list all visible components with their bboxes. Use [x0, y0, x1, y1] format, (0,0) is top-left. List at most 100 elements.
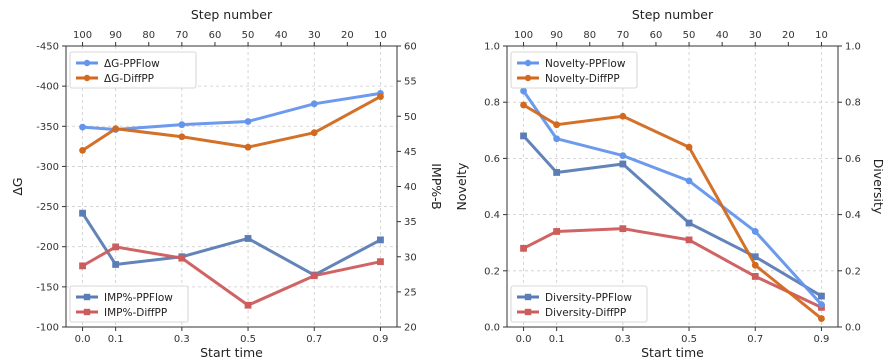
series-line — [522, 90, 823, 306]
legend-label: Novelty-DiffPP — [545, 73, 620, 85]
right-tick-label: 35 — [404, 217, 417, 228]
data-point — [310, 272, 318, 280]
series-Novelty-PPFlow — [520, 87, 825, 308]
data-point — [112, 243, 120, 251]
top-tick-label: 10 — [815, 30, 828, 41]
series-line — [81, 245, 381, 307]
data-point — [818, 301, 825, 308]
data-point — [685, 177, 693, 185]
left-axis-label: Novelty — [454, 162, 469, 210]
right-tick-label: 45 — [404, 147, 417, 158]
legend-label: IMP%-DiffPP — [104, 307, 167, 319]
top-tick-label: 50 — [242, 30, 255, 41]
data-point — [310, 100, 318, 108]
x-tick-label: 0.0 — [516, 334, 532, 345]
right-tick-label: 50 — [404, 112, 417, 123]
data-point — [377, 258, 384, 266]
series-IMP%-PPFlow — [79, 209, 384, 279]
top-tick-label: 80 — [142, 30, 155, 41]
right-axis-label: IMP%-B — [429, 163, 444, 210]
data-point — [685, 219, 693, 227]
legend-marker — [83, 59, 91, 67]
data-point — [244, 118, 252, 125]
legend-marker — [83, 293, 91, 301]
data-point — [178, 133, 186, 141]
data-point — [79, 262, 86, 270]
series-line — [81, 95, 382, 152]
left-tick-label: -150 — [36, 282, 59, 293]
legend-label: Diversity-DiffPP — [545, 307, 626, 319]
data-point — [818, 315, 825, 322]
series-Novelty-DiffPP — [520, 101, 825, 322]
data-point — [178, 121, 186, 129]
top-axis-label: Step number — [632, 7, 714, 22]
right-tick-label: 40 — [404, 182, 417, 193]
top-tick-label: 10 — [374, 30, 387, 41]
top-tick-label: 20 — [782, 30, 795, 41]
left-tick-label: -100 — [36, 323, 59, 334]
right-tick-label: 30 — [404, 252, 417, 263]
legend-label: Novelty-PPFlow — [545, 58, 626, 70]
series-IMP%-DiffPP — [79, 243, 384, 309]
data-point — [553, 121, 561, 129]
x-tick-label: 0.7 — [306, 334, 322, 345]
left-tick-label: -400 — [36, 82, 59, 93]
data-point — [619, 160, 627, 168]
top-tick-label: 60 — [650, 30, 663, 41]
data-point — [553, 228, 561, 235]
left-tick-label: -300 — [36, 162, 59, 173]
top-tick-label: 70 — [616, 30, 629, 41]
series-line — [522, 103, 823, 320]
data-point — [244, 301, 252, 309]
right-tick-label: 0.0 — [845, 323, 861, 334]
legend-frame — [510, 51, 638, 89]
legend-top: Novelty-PPFlow Novelty-DiffPP — [510, 51, 638, 89]
data-point — [520, 132, 527, 140]
top-tick-label: 70 — [175, 30, 188, 41]
data-point — [619, 152, 627, 159]
legend-bottom: IMP%-PPFlow IMP%-DiffPP — [69, 285, 189, 323]
top-tick-label: 80 — [583, 30, 596, 41]
chart-panel-2: 0.0 0.1 0.3 0.5 0.7 0.9 Start time 100 90 80 70 60 5… — [454, 7, 883, 360]
legend-frame — [69, 51, 197, 89]
data-point — [818, 292, 825, 300]
series-line — [81, 212, 382, 277]
top-tick-label: 100 — [73, 30, 92, 41]
data-point — [685, 236, 693, 244]
right-tick-label: 0.8 — [845, 98, 861, 109]
legend-marker — [524, 74, 532, 82]
right-tick-label: 60 — [404, 42, 417, 53]
x-tick-label: 0.3 — [615, 334, 631, 345]
top-tick-label: 90 — [109, 30, 122, 41]
data-point — [79, 146, 86, 154]
left-axis-label: ΔG — [10, 177, 25, 195]
data-point — [112, 125, 120, 133]
x-tick-label: 0.1 — [549, 334, 565, 345]
legend-marker — [83, 74, 91, 82]
x-tick-label: 0.3 — [174, 334, 190, 345]
x-tick-label: 0.1 — [108, 334, 124, 345]
series-line — [522, 227, 823, 309]
top-axis-label: Step number — [191, 7, 273, 22]
data-point — [751, 273, 759, 280]
data-point — [619, 112, 627, 120]
legend-frame — [69, 285, 189, 323]
x-tick-label: 0.5 — [240, 334, 256, 345]
data-point — [79, 209, 86, 217]
x-tick-label: 0.5 — [681, 334, 697, 345]
top-tick-label: 100 — [514, 30, 533, 41]
x-tick-label: 0.7 — [747, 334, 763, 345]
x-tick-label: 0.0 — [75, 334, 91, 345]
left-tick-label: -250 — [36, 202, 59, 213]
data-point — [520, 87, 527, 95]
series-line — [82, 91, 381, 131]
x-axis-label: Start time — [200, 345, 263, 360]
right-tick-label: 55 — [404, 77, 417, 88]
legend-marker — [83, 308, 91, 316]
legend-marker — [524, 59, 532, 67]
top-tick-label: 30 — [749, 30, 762, 41]
data-point — [310, 129, 318, 137]
chart-panel-1: 0.0 0.1 0.3 0.5 0.7 0.9 Start time 100 90 80 70 60 5… — [10, 7, 444, 360]
left-tick-label: 0.8 — [484, 98, 500, 109]
